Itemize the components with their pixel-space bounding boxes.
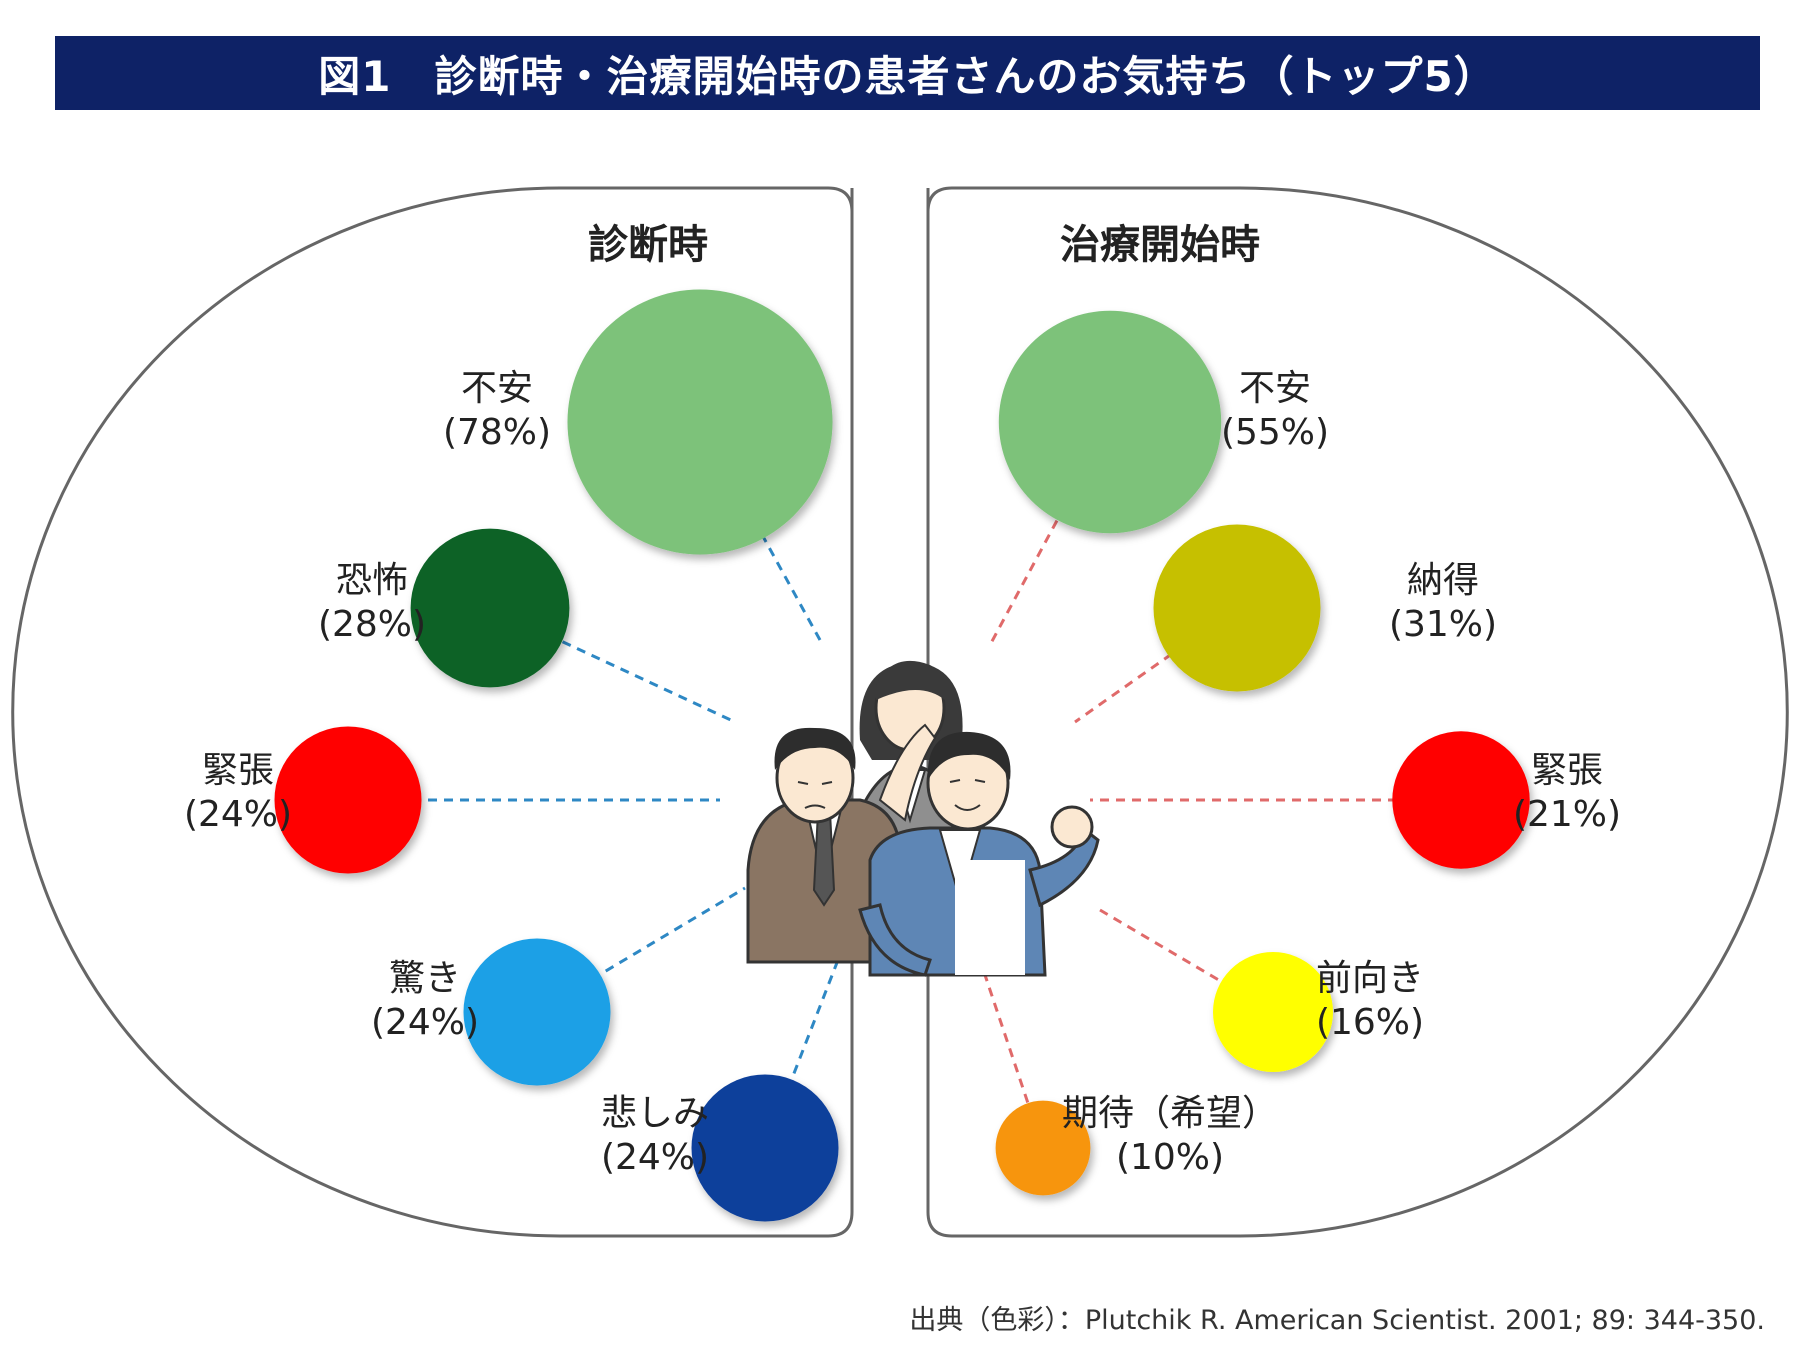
right-panel-title: 治療開始時 bbox=[1060, 222, 1260, 268]
bubble-value-0-3: (24%) bbox=[371, 1002, 479, 1043]
bubble-value-1-3: (16%) bbox=[1316, 1002, 1424, 1043]
bubble-value-0-1: (28%) bbox=[318, 604, 426, 645]
bubble-treatment-3 bbox=[1213, 952, 1333, 1072]
bubble-label-0-2: 緊張 bbox=[202, 750, 274, 791]
left-panel-title: 診断時 bbox=[588, 222, 708, 268]
bubble-value-1-1: (31%) bbox=[1389, 604, 1497, 645]
bubble-treatment-4 bbox=[995, 1100, 1091, 1196]
bubble-diagnosis-1 bbox=[410, 528, 570, 688]
connector-1-0 bbox=[988, 421, 1112, 646]
bubble-label-1-4: 期待（希望） bbox=[1062, 1093, 1278, 1134]
bubble-treatment-0 bbox=[998, 310, 1222, 534]
bubble-value-0-0: (78%) bbox=[443, 412, 551, 453]
source-note: 出典（色彩）：Plutchik R. American Scientist. 2… bbox=[909, 1305, 1765, 1336]
bubble-label-0-3: 驚き bbox=[389, 958, 461, 999]
bubble-label-1-3: 前向き bbox=[1316, 958, 1424, 999]
bubble-treatment-2 bbox=[1392, 731, 1530, 869]
bubble-value-1-0: (55%) bbox=[1221, 412, 1329, 453]
bubble-diagnosis-2 bbox=[274, 726, 422, 874]
bubble-diagnosis-4 bbox=[691, 1074, 839, 1222]
connector-0-1 bbox=[489, 606, 736, 724]
bubble-value-0-2: (24%) bbox=[184, 794, 292, 835]
bubble-label-1-1: 納得 bbox=[1407, 560, 1479, 601]
bubble-value-1-2: (21%) bbox=[1513, 794, 1621, 835]
bubble-diagnosis-0 bbox=[567, 289, 833, 555]
connector-1-4 bbox=[983, 974, 1045, 1149]
young-man-figure bbox=[858, 731, 1100, 977]
bubble-label-0-4: 悲しみ bbox=[601, 1093, 709, 1134]
figure-title: 図1 診断時・治療開始時の患者さんのお気持ち（トップ5） bbox=[55, 36, 1760, 110]
bubble-label-1-2: 緊張 bbox=[1531, 750, 1603, 791]
bubble-label-0-0: 不安 bbox=[461, 368, 533, 409]
bubble-value-0-4: (24%) bbox=[601, 1137, 709, 1178]
patients-illustration bbox=[746, 660, 1100, 977]
bubble-label-0-1: 恐怖 bbox=[336, 560, 408, 601]
bubble-value-1-4: (10%) bbox=[1116, 1137, 1224, 1178]
bubble-label-1-0: 不安 bbox=[1239, 368, 1311, 409]
bubble-treatment-1 bbox=[1153, 524, 1321, 692]
bubble-diagnosis-3 bbox=[463, 938, 611, 1086]
